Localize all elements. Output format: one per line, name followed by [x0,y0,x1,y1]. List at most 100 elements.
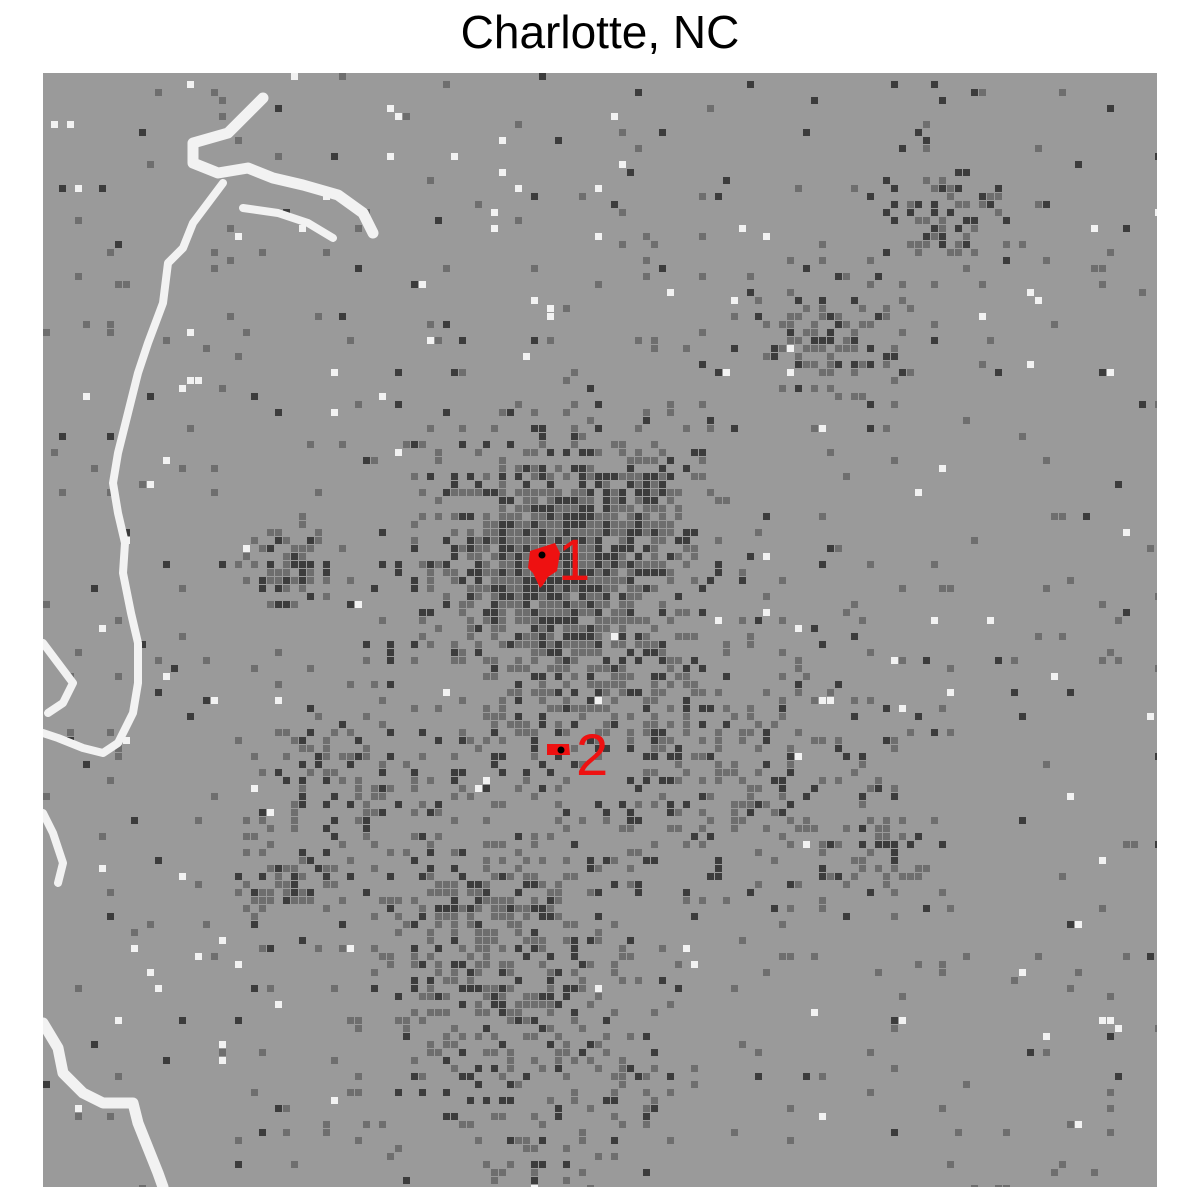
density-cell [379,561,386,568]
density-cell [627,937,634,944]
density-cell [611,497,618,504]
density-cell [851,361,858,368]
density-cell [555,753,562,760]
density-cell [851,769,858,776]
density-cell [419,913,426,920]
density-cell [1099,281,1106,288]
density-cell [275,105,282,112]
density-cell [819,873,826,880]
density-cell [435,449,442,456]
empty-cell [547,313,554,320]
density-cell [595,521,602,528]
density-cell [131,817,138,824]
density-cell [499,617,506,624]
density-cell [1019,433,1026,440]
density-cell [619,665,626,672]
density-cell [491,761,498,768]
density-cell [603,817,610,824]
empty-cell [195,377,202,384]
density-cell [843,881,850,888]
density-cell [427,1041,434,1048]
density-cell [451,529,458,536]
density-cell [651,481,658,488]
density-cell [595,913,602,920]
density-cell [435,945,442,952]
density-cell [827,873,834,880]
density-cell [323,1121,330,1128]
density-cell [419,441,426,448]
density-cell [299,889,306,896]
density-cell [259,873,266,880]
density-cell [395,897,402,904]
density-cell [187,425,194,432]
density-cell [203,657,210,664]
density-cell [411,657,418,664]
density-cell [451,897,458,904]
density-cell [635,553,642,560]
density-cell [291,817,298,824]
empty-cell [795,753,802,760]
density-cell [579,505,586,512]
density-cell [827,545,834,552]
density-cell [411,977,418,984]
density-cell [307,857,314,864]
density-cell [947,729,954,736]
density-cell [411,953,418,960]
density-cell [531,993,538,1000]
empty-cell [691,961,698,968]
density-cell [571,617,578,624]
density-cell [491,937,498,944]
density-cell [379,897,386,904]
density-cell [475,985,482,992]
density-cell [203,345,210,352]
density-cell [451,793,458,800]
density-cell [459,985,466,992]
density-cell [619,441,626,448]
density-cell [699,897,706,904]
density-cell [115,241,122,248]
density-cell [299,761,306,768]
density-cell [651,441,658,448]
density-cell [715,761,722,768]
density-cell [779,785,786,792]
density-cell [563,697,570,704]
density-cell [435,217,442,224]
density-cell [275,729,282,736]
density-cell [851,393,858,400]
density-cell [723,897,730,904]
density-cell [891,353,898,360]
density-cell [115,1073,122,1080]
density-cell [611,609,618,616]
density-cell [891,865,898,872]
density-cell [523,993,530,1000]
density-cell [619,657,626,664]
density-cell [915,241,922,248]
density-cell [483,737,490,744]
density-cell [651,673,658,680]
density-cell [563,937,570,944]
density-cell [675,537,682,544]
density-cell [331,1057,338,1064]
density-cell [1155,153,1157,160]
density-cell [683,769,690,776]
density-cell [283,569,290,576]
density-cell [411,785,418,792]
density-cell [43,329,50,336]
density-cell [451,569,458,576]
density-cell [539,601,546,608]
density-cell [739,569,746,576]
density-cell [747,889,754,896]
density-cell [467,985,474,992]
density-cell [627,481,634,488]
density-cell [611,881,618,888]
density-cell [579,433,586,440]
density-cell [643,569,650,576]
empty-cell [611,113,618,120]
density-cell [883,425,890,432]
density-cell [651,681,658,688]
density-cell [747,705,754,712]
density-cell [443,1009,450,1016]
density-cell [547,633,554,640]
empty-cell [131,945,138,952]
density-cell [571,761,578,768]
